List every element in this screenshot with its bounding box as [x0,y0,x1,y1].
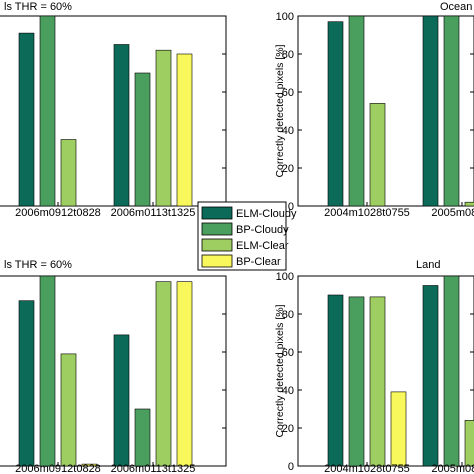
bar-bp-cloudy [134,72,151,207]
bar-elm-clear [369,296,386,467]
x-tick-label: 2006m0912t0828 [15,207,101,219]
legend-swatch-elm-cloudy [201,206,233,220]
y-tick-label: 80 [282,49,294,61]
bar-elm-cloudy [113,334,130,467]
x-tick-label: 2004m1028t0755 [324,463,410,474]
legend-swatch-bp-cloudy [201,222,233,236]
bar-elm-cloudy [422,285,439,467]
bar-bp-cloudy [348,296,365,467]
y-tick-label: 40 [282,125,294,137]
y-tick-label: 40 [282,385,294,397]
bar-elm-clear [60,353,77,467]
bar-elm-clear [369,103,386,207]
y-axis-label: Correctly detected pixels [%] [274,304,286,437]
bar-elm-cloudy [18,32,35,207]
bar-elm-clear [464,201,474,207]
chart-panel-2: 0 20 40 60 80 100 Correctly detected pixels [%… [274,1,474,219]
bar-bp-clear [390,391,407,467]
y-tick-label: 0 [288,461,294,473]
legend-swatch-elm-clear [201,238,233,252]
legend-swatch-bp-clear [201,254,233,268]
bar-bp-clear [81,463,98,467]
axes-frame [0,15,227,207]
bar-bp-cloudy [134,408,151,467]
bar-bp-cloudy [443,275,460,467]
bar-elm-cloudy [113,44,130,207]
bar-elm-cloudy [18,300,35,467]
y-tick-label: 60 [282,87,294,99]
bar-bp-cloudy [39,275,56,467]
y-tick-label: 100 [276,271,294,283]
bar-elm-clear [464,420,474,467]
y-tick-label: 20 [282,423,294,435]
x-tick-label: 2006m0113t1325 [111,463,196,474]
axes-frame [0,275,227,467]
bar-bp-cloudy [39,15,56,207]
chart-title: Ocean [440,1,472,13]
bar-elm-cloudy [422,15,439,207]
legend-label-bp-cloudy: BP-Cloudy [236,224,289,236]
y-tick-label: 0 [288,201,294,213]
y-axis-label: Correctly detected pixels [%] [274,44,286,177]
chart-title: ls THR = 60% [4,259,72,271]
legend-label-elm-cloudy: ELM-Cloudy [236,208,297,220]
axes-frame [297,15,474,207]
bar-bp-cloudy [443,15,460,207]
bar-elm-cloudy [327,294,344,467]
chart-panel-3: 2006m0912t0828 2006m0113t1325 ls THR = 60% [0,259,227,474]
legend: ELM-Cloudy BP-Cloudy ELM-Clear BP-Clear [197,201,297,271]
chart-panel-1: 2006m0912t0828 2006m0113t1325 ls THR = 60% [0,1,227,219]
legend-label-elm-clear: ELM-Clear [236,240,289,252]
bar-elm-clear [60,139,77,207]
bar-elm-cloudy [327,21,344,207]
bar-bp-cloudy [348,15,365,207]
y-tick-label: 80 [282,309,294,321]
chart-panel-4: 0 20 40 60 80 100 Correctly detected pixels [%… [274,259,474,474]
y-tick-label: 20 [282,163,294,175]
x-tick-label: 2006m0113t1325 [111,207,196,219]
bar-elm-clear [155,281,172,467]
x-tick-label: 2004m1028t0755 [324,207,410,219]
chart-title: ls THR = 60% [4,1,72,13]
x-tick-label: 2006m0912t0828 [15,463,101,474]
bar-elm-clear [155,49,172,207]
legend-label-bp-clear: BP-Clear [236,256,281,268]
bar-bp-clear [176,53,193,207]
axes-frame [297,275,474,467]
x-tick-label: 2005m0828t [431,463,474,474]
chart-title: Land [416,259,440,271]
y-tick-label: 100 [276,11,294,23]
bar-bp-clear [176,281,193,467]
y-tick-label: 60 [282,347,294,359]
x-tick-label: 2005m0828t [431,207,474,219]
